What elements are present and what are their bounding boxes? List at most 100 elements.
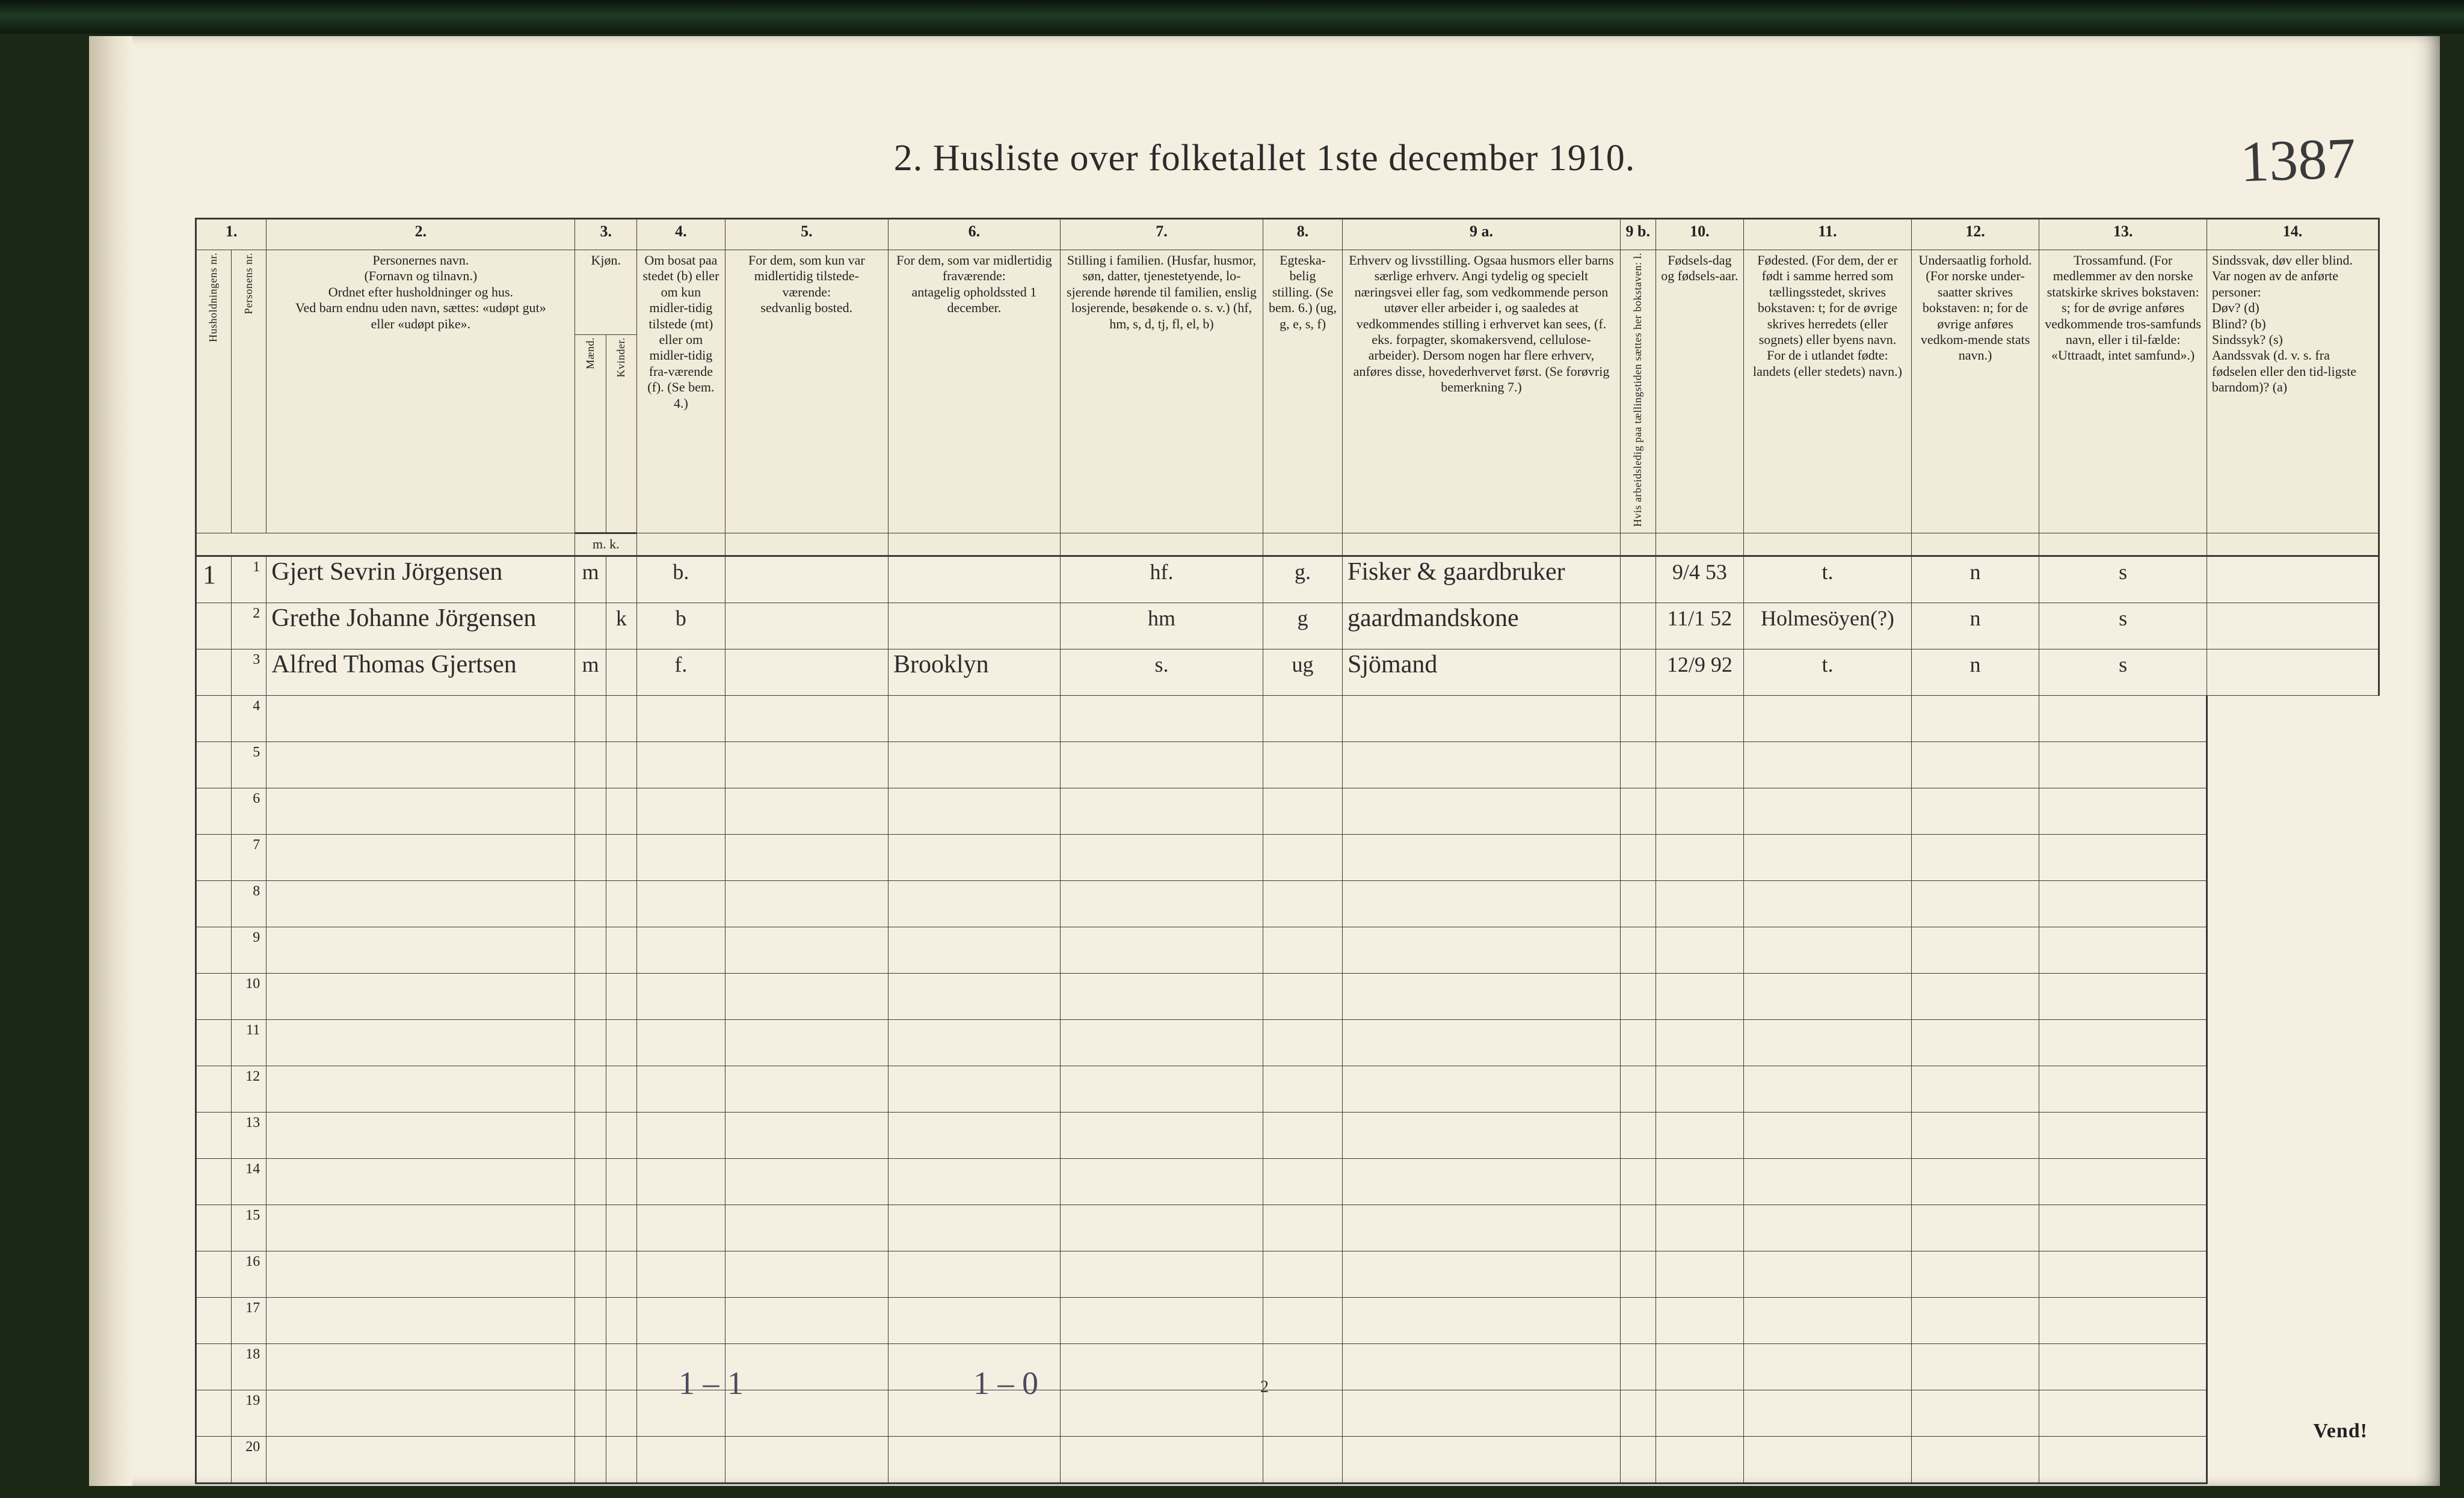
colnum-9b: 9 b. <box>1620 219 1656 250</box>
cell-empty <box>1656 1297 1744 1343</box>
hdr-fodested: Fødested. (For dem, der er født i samme … <box>1744 250 1912 533</box>
cell-empty <box>725 1205 888 1251</box>
colnum-10: 10. <box>1656 219 1744 250</box>
cell-empty <box>2039 788 2207 834</box>
cell-empty <box>266 1297 575 1343</box>
cell-empty <box>1263 1251 1343 1297</box>
cell-lead <box>196 1436 232 1483</box>
page-title: 2. Husliste over folketallet 1ste decemb… <box>89 137 2440 180</box>
cell-empty <box>637 1066 725 1112</box>
cell-empty <box>1744 1066 1912 1112</box>
cell-empty <box>1620 834 1656 880</box>
colnum-6: 6. <box>888 219 1060 250</box>
cell-empty <box>606 1436 636 1483</box>
cell-empty <box>1263 1158 1343 1205</box>
table-row: 13 <box>196 1112 2379 1158</box>
cell-empty <box>1060 1112 1263 1158</box>
cell-empty <box>725 834 888 880</box>
cell-empty <box>888 741 1060 788</box>
cell-empty <box>1744 880 1912 927</box>
cell-empty <box>725 880 888 927</box>
handwritten-page-number: 1387 <box>2239 124 2357 195</box>
cell-empty <box>575 1112 606 1158</box>
cell-empty <box>266 1205 575 1251</box>
cell-undersaat: n <box>1911 649 2039 695</box>
cell-lead <box>196 927 232 973</box>
negative-top-margin <box>0 0 2464 34</box>
cell-empty <box>1744 1251 1912 1297</box>
cell-empty <box>888 1205 1060 1251</box>
cell-empty <box>575 880 606 927</box>
cell-empty <box>1620 1066 1656 1112</box>
cell-empty <box>637 1251 725 1297</box>
table-row: 11Gjert Sevrin Jörgensenmb.hf.g.Fisker &… <box>196 556 2379 603</box>
cell-empty <box>1343 1019 1621 1066</box>
cell-empty <box>1620 1112 1656 1158</box>
cell-empty <box>1744 1019 1912 1066</box>
cell-bosat: b <box>637 603 725 649</box>
cell-empty <box>1911 1297 2039 1343</box>
table-row: 2Grethe Johanne Jörgensenkbhmggaardmands… <box>196 603 2379 649</box>
cell-empty <box>888 1297 1060 1343</box>
cell-name: Gjert Sevrin Jörgensen <box>266 556 575 603</box>
cell-empty <box>1656 695 1744 741</box>
cell-empty <box>637 1436 725 1483</box>
hdr-arbeidsledig: Hvis arbeidsledig paa tællingstiden sætt… <box>1632 253 1644 527</box>
hdr-midl-fravaerende: For dem, som var midlertidig fraværende:… <box>888 250 1060 533</box>
cell-person-nr: 11 <box>231 1019 266 1066</box>
hdr-stilling-familien: Stilling i familien. (Husfar, husmor, sø… <box>1060 250 1263 533</box>
cell-empty <box>266 1066 575 1112</box>
cell-empty <box>1744 741 1912 788</box>
cell-empty <box>1744 1297 1912 1343</box>
cell-empty <box>1744 927 1912 973</box>
cell-empty <box>1620 741 1656 788</box>
cell-stilling: hm <box>1060 603 1263 649</box>
cell-sex-k <box>606 556 636 603</box>
cell-empty <box>1656 834 1744 880</box>
cell-empty <box>1620 1297 1656 1343</box>
cell-empty <box>888 788 1060 834</box>
cell-midl-tilstede <box>725 649 888 695</box>
foot-vend: Vend! <box>2313 1420 2368 1443</box>
cell-empty <box>2039 1205 2207 1251</box>
cell-empty <box>725 1066 888 1112</box>
cell-empty <box>2039 1158 2207 1205</box>
cell-arbeidsledig <box>1620 603 1656 649</box>
cell-empty <box>2039 1436 2207 1483</box>
cell-empty <box>1263 1019 1343 1066</box>
cell-empty <box>888 1251 1060 1297</box>
hdr-person-nr: Personens nr. <box>243 253 255 315</box>
cell-empty <box>1060 1436 1263 1483</box>
cell-empty <box>266 1436 575 1483</box>
cell-empty <box>2039 973 2207 1019</box>
cell-empty <box>888 1066 1060 1112</box>
cell-empty <box>1343 1251 1621 1297</box>
cell-empty <box>1911 1158 2039 1205</box>
cell-undersaat: n <box>1911 556 2039 603</box>
cell-lead <box>196 1158 232 1205</box>
cell-empty <box>575 1251 606 1297</box>
cell-lead <box>196 649 232 695</box>
cell-empty <box>1263 927 1343 973</box>
cell-arbeidsledig <box>1620 649 1656 695</box>
colnum-5: 5. <box>725 219 888 250</box>
cell-empty <box>1343 1205 1621 1251</box>
cell-empty <box>725 741 888 788</box>
cell-lead <box>196 973 232 1019</box>
colnum-14: 14. <box>2207 219 2379 250</box>
census-table-wrap: 1. 2. 3. 4. 5. 6. 7. 8. 9 a. 9 b. 10. 11… <box>195 218 2380 1378</box>
cell-empty <box>1656 741 1744 788</box>
cell-empty <box>606 1297 636 1343</box>
cell-empty <box>1744 834 1912 880</box>
cell-empty <box>888 834 1060 880</box>
cell-empty <box>1343 834 1621 880</box>
cell-person-nr: 15 <box>231 1205 266 1251</box>
cell-empty <box>1343 1158 1621 1205</box>
cell-empty <box>575 1158 606 1205</box>
cell-empty <box>1060 1205 1263 1251</box>
cell-sinds <box>2207 603 2379 649</box>
cell-empty <box>1620 973 1656 1019</box>
cell-empty <box>266 880 575 927</box>
cell-lead <box>196 603 232 649</box>
colnum-8: 8. <box>1263 219 1343 250</box>
